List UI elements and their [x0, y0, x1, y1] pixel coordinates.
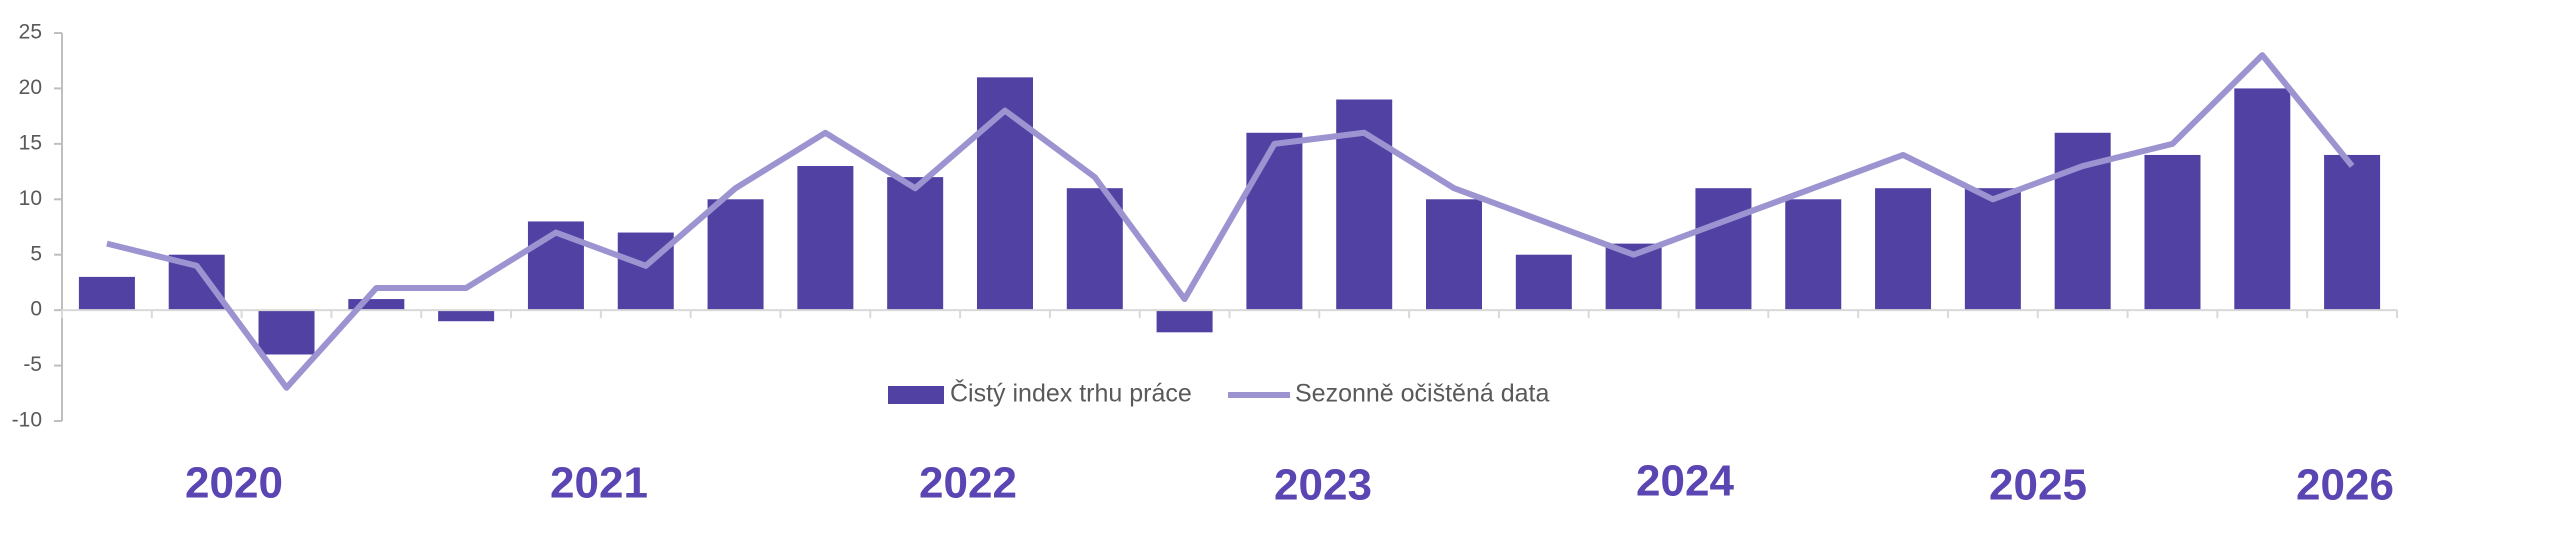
- year-label: 2026: [2296, 461, 2394, 510]
- bar: [348, 299, 405, 311]
- y-tick-label: 15: [19, 131, 42, 154]
- bar: [2144, 154, 2201, 311]
- year-label: 2022: [919, 459, 1017, 508]
- y-tick-label: -10: [12, 409, 42, 432]
- legend-label: Sezonně očištěná data: [1295, 380, 1549, 408]
- bar: [1246, 132, 1303, 311]
- y-tick-label: 0: [30, 298, 42, 321]
- bar: [1695, 188, 1752, 311]
- y-tick-label: 5: [30, 242, 42, 265]
- year-label: 2023: [1274, 461, 1372, 510]
- year-label: 2020: [185, 459, 283, 508]
- bar: [258, 310, 315, 355]
- year-label: 2021: [550, 459, 648, 508]
- legend-label: Čistý index trhu práce: [950, 379, 1192, 408]
- bar: [527, 221, 584, 311]
- bar: [2234, 88, 2291, 311]
- y-tick-label: 25: [19, 21, 42, 44]
- y-tick-label: 10: [19, 187, 42, 210]
- bar: [707, 199, 764, 311]
- year-label: 2024: [1636, 457, 1734, 506]
- y-tick-label: -5: [23, 353, 42, 376]
- bar: [1066, 188, 1123, 311]
- line: [106, 52, 2355, 391]
- bar: [1964, 188, 2021, 311]
- bar: [1156, 310, 1213, 333]
- bar: [1875, 188, 1932, 311]
- bar: [887, 177, 944, 311]
- year-label: 2025: [1989, 461, 2087, 510]
- bar: [1515, 254, 1572, 311]
- y-tick-label: 20: [19, 76, 42, 99]
- bar: [617, 232, 674, 311]
- bar: [1426, 199, 1483, 311]
- legend-swatch: [888, 386, 944, 404]
- bar: [1785, 199, 1842, 311]
- bar: [2324, 154, 2381, 311]
- bar: [976, 77, 1033, 311]
- bar: [78, 276, 135, 311]
- bar: [438, 310, 495, 322]
- bar: [797, 166, 854, 311]
